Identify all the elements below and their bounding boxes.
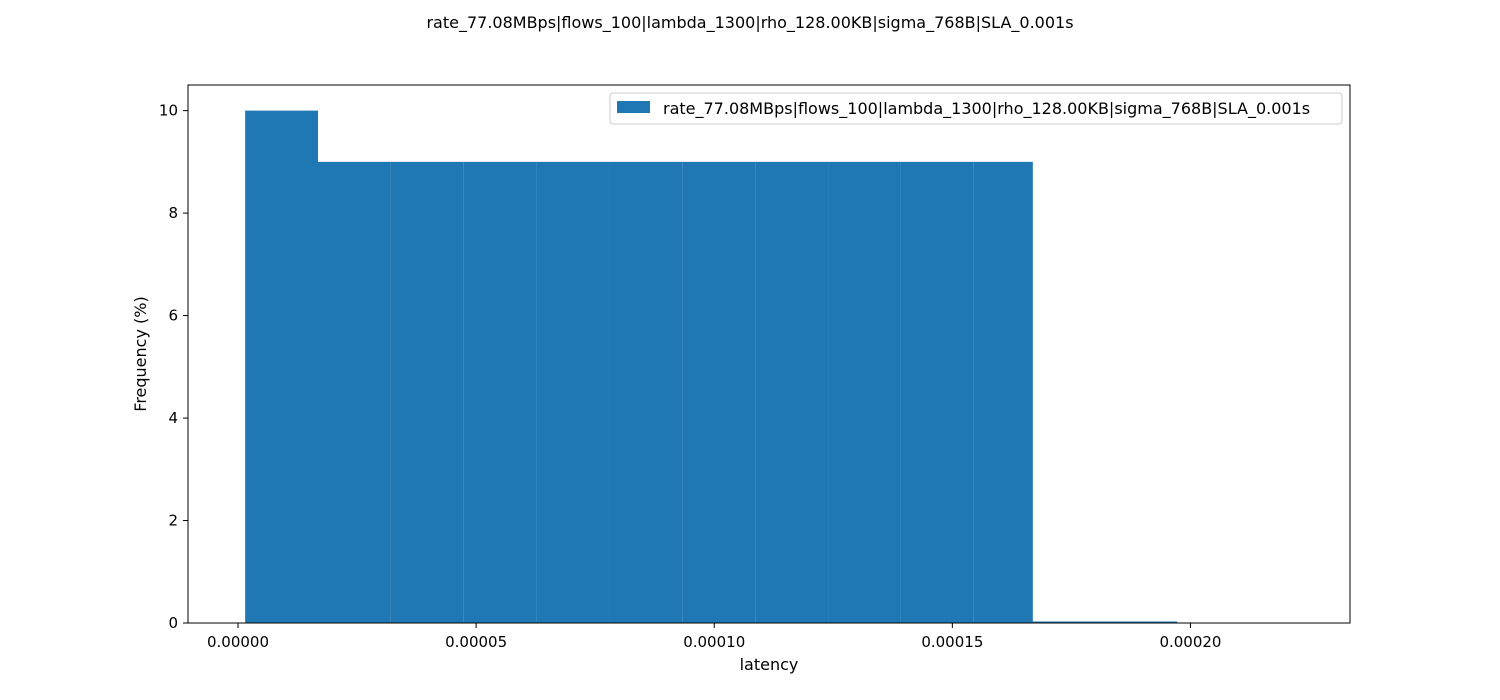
- chart-title: rate_77.08MBps|flows_100|lambda_1300|rho…: [426, 13, 1073, 33]
- histogram-bar: [463, 161, 537, 624]
- x-tick-label: 0.00000: [207, 633, 269, 651]
- histogram-bar: [609, 161, 683, 624]
- histogram-bars: [245, 110, 1178, 624]
- y-tick-label: 8: [168, 204, 178, 222]
- plot-frame: [187, 84, 1351, 624]
- histogram-bar: [755, 161, 829, 624]
- histogram-bar: [828, 161, 901, 624]
- histogram-bar: [536, 161, 610, 624]
- y-axis: 0 2 4 6 8 10: [159, 102, 188, 632]
- histogram-bar: [682, 161, 756, 624]
- y-axis-label: Frequency (%): [131, 296, 150, 411]
- histogram-bar: [900, 161, 974, 624]
- histogram-bar: [390, 161, 464, 624]
- x-tick-label: 0.00015: [921, 633, 983, 651]
- legend-swatch: [617, 101, 650, 113]
- y-tick-label: 6: [168, 307, 178, 325]
- x-axis-label: latency: [740, 655, 799, 674]
- y-tick-label: 4: [168, 409, 178, 427]
- y-tick-label: 0: [168, 614, 178, 632]
- legend: rate_77.08MBps|flows_100|lambda_1300|rho…: [609, 92, 1343, 125]
- x-tick-label: 0.00020: [1159, 633, 1221, 651]
- legend-frame: [609, 92, 1343, 125]
- y-tick-label: 2: [168, 512, 178, 530]
- histogram-bar: [1032, 621, 1178, 623]
- x-tick-label: 0.00005: [445, 633, 507, 651]
- legend-label: rate_77.08MBps|flows_100|lambda_1300|rho…: [663, 99, 1310, 119]
- x-tick-label: 0.00010: [683, 633, 745, 651]
- x-axis: 0.00000 0.00005 0.00010 0.00015 0.00020: [207, 623, 1221, 651]
- histogram-bar: [973, 161, 1033, 624]
- y-tick-label: 10: [159, 102, 178, 120]
- histogram-bar: [245, 110, 319, 624]
- histogram-bar: [318, 161, 391, 624]
